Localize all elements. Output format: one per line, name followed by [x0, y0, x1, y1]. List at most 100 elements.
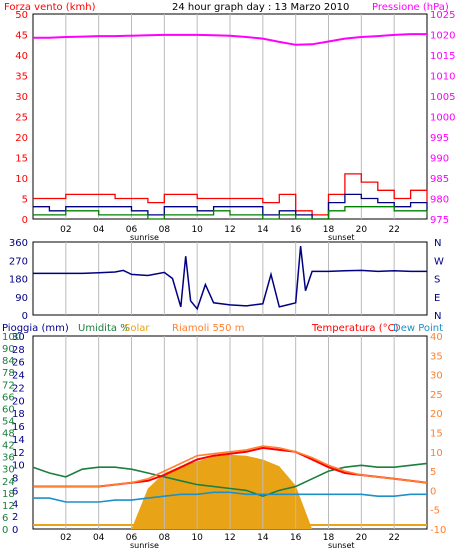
hour-tick-label: 16: [290, 225, 302, 235]
hour-tick-label: 14: [257, 533, 269, 543]
wind-tick-label: 50: [15, 10, 28, 21]
rain-tick-label: 0: [12, 525, 18, 536]
wind-tick-label: 10: [15, 174, 28, 185]
rain-tick-label: 14: [12, 435, 25, 446]
humidity-tick-label: 78: [2, 368, 15, 379]
gust-wind-series-line: [33, 173, 428, 216]
humidity-tick-label: 18: [2, 489, 15, 500]
rain-tick-label: 20: [12, 396, 25, 407]
humidity-tick-label: 84: [2, 356, 15, 367]
hour-tick-label: 12: [224, 225, 235, 235]
hour-tick-label: 22: [388, 225, 399, 235]
hour-tick-label: 16: [290, 533, 302, 543]
rain-tick-label: 22: [12, 383, 25, 394]
pressure-tick-label: 975: [430, 215, 449, 226]
hour-tick-label: 06: [126, 533, 138, 543]
humidity-tick-label: 12: [2, 501, 15, 512]
direction-tick-label: 180: [9, 275, 28, 286]
pressure-tick-label: 1015: [430, 51, 455, 62]
wind-direction-grid: [65, 242, 395, 315]
rain-tick-label: 18: [12, 409, 25, 420]
hour-tick-label: 18: [323, 225, 335, 235]
compass-label: S: [434, 275, 440, 286]
pressure-tick-label: 985: [430, 174, 449, 185]
humidity-tick-label: 6: [2, 513, 8, 524]
hour-tick-label: 02: [60, 533, 71, 543]
temperature-tick-label: 10: [430, 448, 443, 459]
hour-tick-label: 02: [60, 225, 71, 235]
wind-tick-label: 45: [15, 31, 28, 42]
rain-tick-label: 12: [12, 448, 25, 459]
pressure-axis-title: Pressione (hPa): [372, 2, 449, 13]
temperature-tick-label: 35: [430, 351, 443, 362]
compass-label: N: [434, 238, 441, 249]
rain-tick-label: 24: [12, 371, 25, 382]
humidity-tick-label: 42: [2, 441, 15, 452]
rain-tick-label: 6: [12, 486, 18, 497]
temperature-tick-label: 0: [430, 486, 436, 497]
humidity-tick-label: 72: [2, 380, 15, 391]
compass-label: E: [434, 293, 440, 304]
hour-tick-label: 04: [93, 533, 105, 543]
hour-tick-label: 06: [126, 225, 138, 235]
wind-tick-label: 30: [15, 92, 28, 103]
hour-tick-label: 18: [323, 533, 335, 543]
pressure-tick-label: 1000: [430, 113, 455, 124]
wind-tick-label: 25: [15, 113, 28, 124]
hour-tick-label: 10: [191, 533, 203, 543]
wind-tick-label: 5: [22, 195, 28, 206]
weather-series: [32, 445, 428, 503]
rain-tick-label: 28: [12, 345, 25, 356]
pressure-axis-ticks: 975 980 985 990 995 1000 1005 1010 1015 1020 1025: [430, 10, 455, 226]
temperature-tick-label: -5: [430, 506, 440, 517]
direction-tick-label: 360: [9, 238, 28, 249]
direction-tick-label: 90: [15, 293, 28, 304]
humidity-tick-label: 90: [2, 344, 15, 355]
hour-tick-label: 12: [224, 533, 235, 543]
pressure-tick-label: 980: [430, 195, 449, 206]
direction-tick-label: 0: [22, 311, 28, 322]
hour-tick-label: 10: [191, 225, 203, 235]
wind-direction-line: [33, 246, 427, 311]
rain-tick-label: 2: [12, 512, 18, 523]
dewpoint-series-line: [33, 491, 427, 503]
pressure-tick-label: 1025: [430, 10, 455, 21]
humidity-tick-label: 60: [2, 404, 15, 415]
windchill-series-line: [33, 445, 428, 488]
dewpoint-axis-title: Dew Point: [393, 323, 443, 334]
rain-tick-label: 30: [12, 332, 25, 343]
pressure-series-line: [33, 33, 427, 46]
rain-tick-label: 10: [12, 461, 25, 472]
temperature-tick-label: 40: [430, 332, 443, 343]
hour-labels-top: 02 04 06 08 10 12 14 16 18 20 22: [60, 225, 400, 235]
hour-tick-label: 20: [356, 533, 368, 543]
humidity-series-line: [32, 462, 428, 498]
sunset-label-top: sunset: [328, 233, 355, 242]
humidity-tick-label: 48: [2, 429, 15, 440]
rain-tick-label: 8: [12, 474, 18, 485]
humidity-tick-label: 54: [2, 416, 15, 427]
windchill-title: Riamoli 550 m: [172, 323, 244, 334]
humidity-tick-label: 0: [2, 525, 8, 536]
hour-tick-label: 20: [356, 225, 368, 235]
rain-tick-label: 4: [12, 499, 18, 510]
pressure-tick-label: 1020: [430, 31, 455, 42]
hour-labels-bottom: 02 04 06 08 10 12 14 16 18 20 22: [60, 533, 400, 543]
pressure-tick-label: 995: [430, 133, 449, 144]
chart-title: 24 hour graph day : 13 Marzo 2010: [172, 2, 349, 13]
temperature-tick-label: -10: [430, 525, 446, 536]
humidity-tick-label: 24: [2, 477, 15, 488]
solar-axis-title: Solar: [124, 323, 150, 334]
temperature-tick-label: 15: [430, 429, 443, 440]
compass-label: W: [434, 256, 444, 267]
wind-axis-title: Forza vento (kmh): [4, 2, 96, 13]
wind-tick-label: 20: [15, 133, 28, 144]
hour-tick-label: 04: [93, 225, 105, 235]
temperature-axis-title: Temperatura (°C): [311, 323, 399, 334]
hour-tick-label: 08: [159, 225, 171, 235]
temperature-axis-ticks: -10 -5 0 5 10 15 20 25 30 35 40: [430, 332, 446, 536]
